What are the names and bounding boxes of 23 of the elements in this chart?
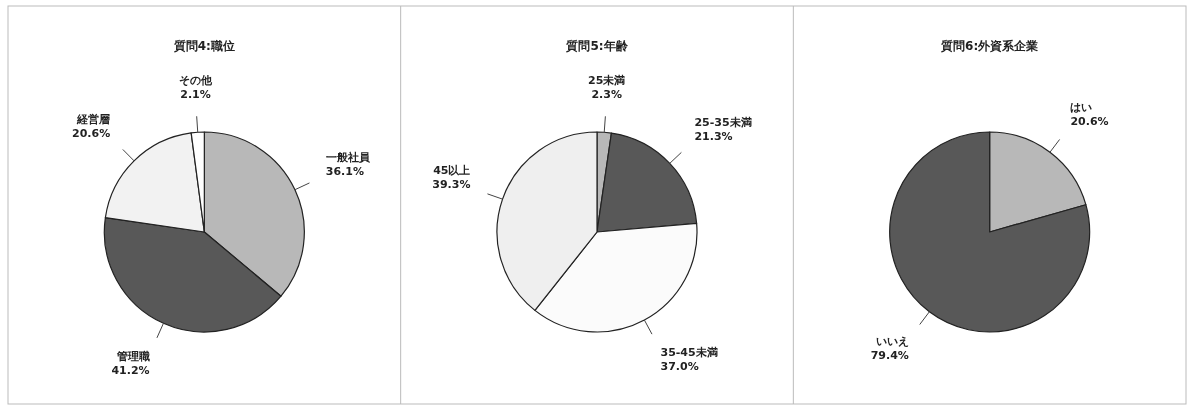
data-label: 20.6% <box>72 126 111 140</box>
slice-label: 25-35未満 <box>694 116 752 130</box>
data-label: 2.3% <box>591 88 622 102</box>
data-label: 41.2% <box>111 364 150 378</box>
chart-title: 質問5:年齢 <box>565 39 629 53</box>
slice-label: 45以上 <box>433 163 471 177</box>
chart-title: 質問4:職位 <box>172 39 235 53</box>
chart-title: 質問6:外資系企業 <box>940 39 1039 53</box>
data-label: 39.3% <box>432 177 471 191</box>
data-label: 36.1% <box>325 165 364 179</box>
slice-label: 経営層 <box>76 112 111 126</box>
slice-label: 35-45未満 <box>660 346 718 359</box>
slice-label: 管理職 <box>115 350 150 364</box>
slice-label: 25未満 <box>588 74 626 88</box>
slice-label: いいえ <box>875 334 909 348</box>
data-label: 20.6% <box>1070 115 1109 129</box>
slice-label: はい <box>1070 101 1093 115</box>
slice-label: その他 <box>179 74 213 88</box>
slice-label: 一般社員 <box>325 151 371 165</box>
data-label: 2.1% <box>180 88 211 102</box>
data-label: 37.0% <box>660 360 699 373</box>
data-label: 79.4% <box>870 348 909 362</box>
data-label: 21.3% <box>694 130 733 144</box>
